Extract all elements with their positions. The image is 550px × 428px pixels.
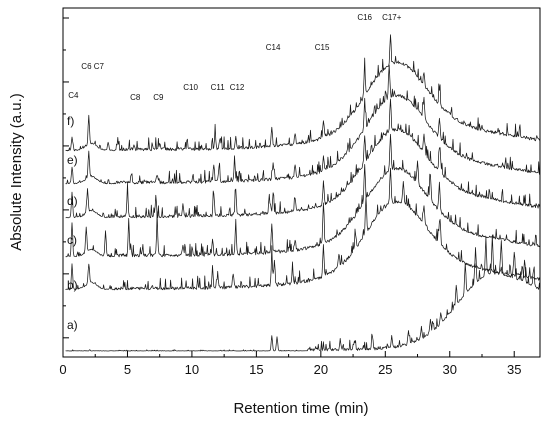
series-label: d): [67, 194, 78, 208]
x-tick-label: 30: [443, 362, 457, 377]
plot-frame: [62, 7, 541, 358]
series-label: c): [67, 233, 77, 247]
trace-series-c: [65, 133, 541, 258]
x-tick-label: 10: [185, 362, 199, 377]
x-tick-label: 5: [124, 362, 131, 377]
trace-series-f: [65, 34, 540, 152]
peak-annotation: C6 C7: [81, 62, 104, 71]
trace-series-d: [65, 98, 541, 219]
peak-annotation: C16: [357, 13, 372, 22]
trace-series-e: [65, 64, 540, 185]
peak-annotation: C8: [130, 93, 141, 102]
series-labels: a) b) c) d) e) f): [67, 114, 78, 332]
x-tick-label: 0: [59, 362, 66, 377]
axis-ticks: 0 5 10 15 20 25 30 35: [59, 17, 521, 377]
peak-annotation: C17+: [382, 13, 402, 22]
peak-annotation: C14: [266, 43, 281, 52]
peak-annotation: C15: [315, 43, 330, 52]
peak-annotation: C12: [230, 83, 245, 92]
x-tick-label: 20: [314, 362, 328, 377]
x-axis-title: Retention time (min): [233, 400, 368, 417]
trace-group: [65, 34, 541, 352]
series-label: b): [67, 278, 78, 292]
series-label: f): [67, 114, 74, 128]
axes-frame: [62, 7, 541, 358]
trace-series-a: [65, 235, 541, 352]
series-label: e): [67, 153, 78, 167]
peak-annotation: C11: [211, 83, 226, 92]
x-tick-label: 15: [249, 362, 263, 377]
trace-series-b: [65, 167, 541, 291]
x-tick-label: 25: [378, 362, 392, 377]
peak-annotation: C9: [153, 93, 164, 102]
peak-annotation: C10: [183, 83, 198, 92]
peak-annotations: C4 C6 C7 C8 C9 C10 C11 C12 C14 C15 C16 C17+: [68, 13, 402, 102]
y-axis-title: Absolute Intensity (a.u.): [8, 93, 25, 251]
peak-annotation: C4: [68, 91, 79, 100]
series-label: a): [67, 318, 78, 332]
x-tick-label: 35: [507, 362, 521, 377]
